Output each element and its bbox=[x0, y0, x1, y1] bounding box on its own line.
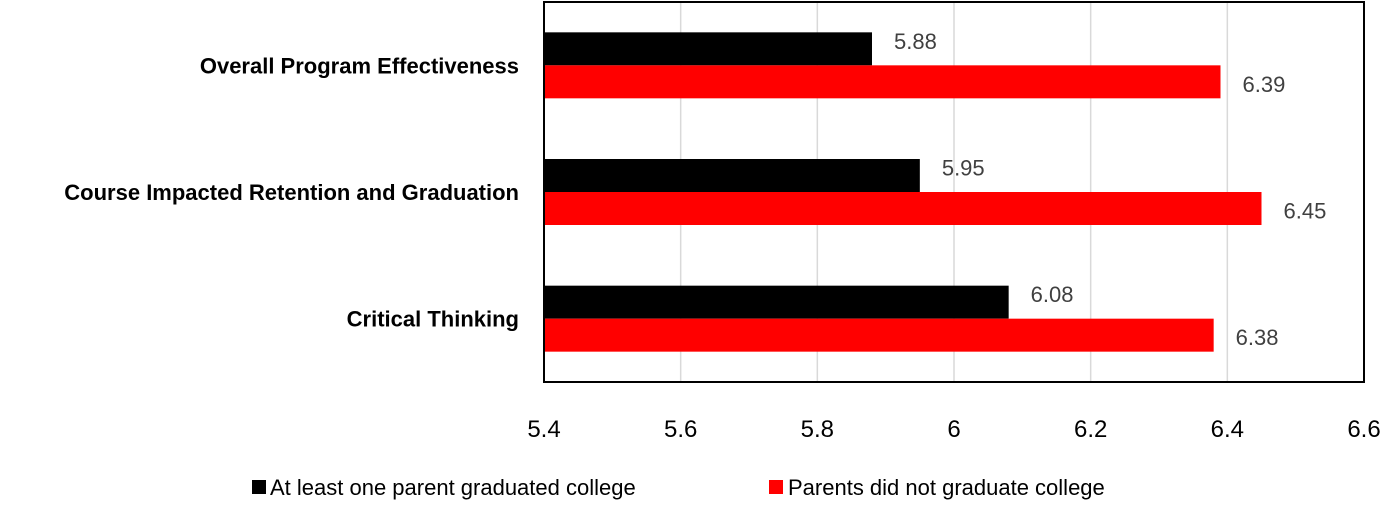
x-tick-label: 6.2 bbox=[1074, 416, 1107, 443]
x-tick-label: 6.6 bbox=[1347, 416, 1380, 443]
x-tick-label: 6 bbox=[947, 416, 960, 443]
bars bbox=[545, 32, 1262, 352]
data-label: 6.39 bbox=[1243, 72, 1286, 97]
bar-parent-graduated bbox=[545, 159, 920, 192]
x-tick-label: 5.8 bbox=[801, 416, 834, 443]
x-tick-label: 5.4 bbox=[527, 416, 560, 443]
x-axis-tick-labels: 5.4 5.6 5.8 6 6.2 6.4 6.6 bbox=[527, 416, 1380, 443]
data-labels: 5.88 6.39 5.95 6.45 6.08 6.38 bbox=[894, 29, 1326, 350]
data-label: 6.38 bbox=[1236, 325, 1279, 350]
category-label: Critical Thinking bbox=[347, 307, 519, 332]
legend: At least one parent graduated college Par… bbox=[252, 475, 1105, 500]
bar-parent-not-graduated bbox=[545, 65, 1221, 99]
data-label: 6.08 bbox=[1031, 282, 1074, 307]
x-tick-label: 5.6 bbox=[664, 416, 697, 443]
data-label: 5.88 bbox=[894, 29, 937, 54]
data-label: 6.45 bbox=[1284, 199, 1327, 224]
plot-area-frame bbox=[543, 1, 1365, 383]
legend-swatch bbox=[769, 480, 783, 494]
bar-parent-graduated bbox=[545, 32, 872, 66]
legend-label: Parents did not graduate college bbox=[788, 475, 1105, 500]
bar-parent-graduated bbox=[545, 285, 1009, 319]
category-label: Course Impacted Retention and Graduation bbox=[64, 180, 519, 205]
category-labels: Overall Program Effectiveness Course Impa… bbox=[64, 53, 519, 331]
bar-parent-not-graduated bbox=[545, 318, 1214, 352]
legend-label: At least one parent graduated college bbox=[270, 475, 636, 500]
x-tick-label: 6.4 bbox=[1211, 416, 1244, 443]
legend-swatch bbox=[252, 480, 266, 494]
category-label: Overall Program Effectiveness bbox=[200, 53, 519, 78]
bar-parent-not-graduated bbox=[545, 192, 1262, 225]
data-label: 5.95 bbox=[942, 156, 985, 181]
